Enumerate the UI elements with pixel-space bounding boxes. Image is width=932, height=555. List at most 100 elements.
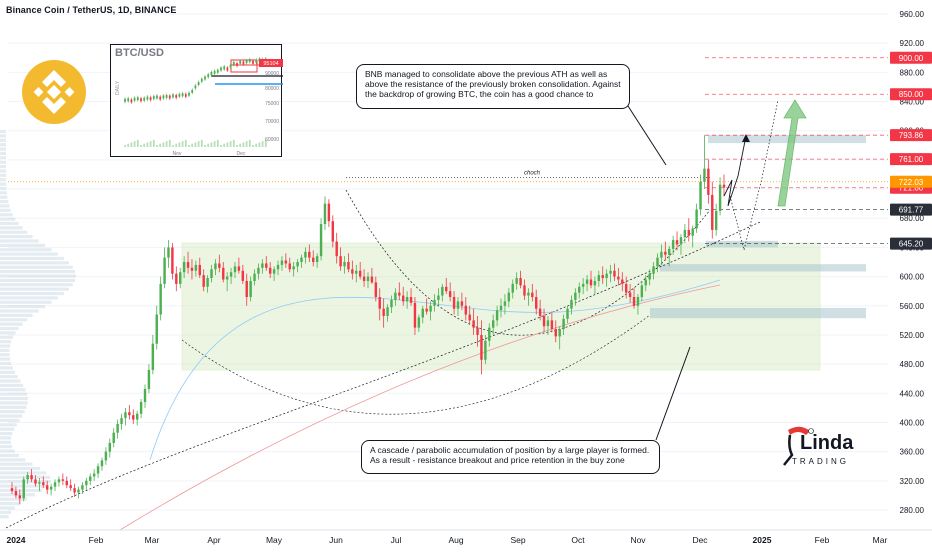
profile-bar [0, 270, 76, 274]
profile-bar [0, 208, 11, 212]
y-tick-label: 960.00 [900, 10, 925, 19]
profile-bar [0, 235, 33, 239]
inset-candle-body [207, 74, 210, 78]
candle-body [398, 292, 401, 296]
inset-candle-body [156, 95, 158, 99]
candle-body [139, 402, 143, 414]
profile-bar [0, 164, 7, 169]
profile-bar [0, 405, 27, 409]
candle-body [245, 280, 248, 298]
candle-body [703, 168, 706, 182]
zone-demand-zone-1 [660, 264, 866, 272]
inset-ytick: 60000 [265, 137, 279, 143]
inset-volume-bar [146, 142, 149, 147]
projection [723, 99, 807, 251]
zone-demand-zone-2 [650, 307, 866, 319]
profile-bar [0, 458, 26, 462]
candle-body [671, 240, 675, 249]
candle-body [421, 308, 424, 318]
profile-bar [0, 423, 17, 427]
candle-body [104, 451, 108, 461]
inset-price-tag: 95104 [263, 61, 278, 67]
candle-body [441, 286, 444, 296]
candle-body [679, 237, 683, 245]
profile-bar [0, 265, 73, 269]
y-tick-label: 480.00 [900, 360, 925, 369]
inset-volume-bar [197, 141, 200, 147]
candle-body [128, 412, 131, 416]
target-arrow [777, 99, 807, 207]
inset-volume-bar [162, 142, 165, 147]
candle-body [308, 251, 311, 258]
candle-body [272, 269, 276, 274]
y-tick-label: 360.00 [900, 448, 925, 457]
projection-arrowhead [742, 134, 750, 142]
profile-bar [0, 182, 7, 186]
x-tick-label: Sep [510, 535, 525, 545]
x-tick-label: Jun [329, 535, 343, 545]
candle-body [523, 285, 526, 296]
profile-bar [0, 331, 16, 335]
candle-body [468, 314, 471, 321]
profile-bar [0, 129, 7, 134]
inset-ytick: 80000 [265, 86, 279, 92]
profile-bar [0, 156, 7, 160]
candle-body [538, 308, 542, 316]
ma-line-slow [119, 284, 721, 531]
linda-trading-logo: Linda TRADING [778, 425, 868, 470]
candle-body [358, 270, 362, 277]
candle-body [155, 314, 158, 344]
profile-bar [0, 230, 28, 234]
parabolic-curve [5, 221, 761, 529]
candle-body [49, 486, 53, 490]
candle-body [100, 460, 104, 467]
candle-body [265, 263, 268, 268]
inset-volume-bar [130, 142, 133, 147]
profile-bar [0, 370, 16, 374]
projection-path [723, 135, 747, 207]
price-tag-bg [890, 88, 932, 101]
zone-supply-zone [708, 135, 866, 144]
profile-bar [0, 134, 7, 138]
candle-body [163, 257, 166, 284]
binance-mark [33, 70, 75, 114]
candle-body [531, 292, 534, 298]
inset-candle-body [127, 98, 130, 102]
inset-ytick: 75000 [265, 101, 279, 107]
candle-body [167, 247, 170, 258]
candle-body [488, 327, 491, 341]
inset-side-label: DAILY [115, 80, 121, 95]
inset-volume-bar [184, 139, 187, 147]
inset-candle-body [136, 97, 139, 101]
inset-volume-bar [149, 141, 152, 147]
candle-body [190, 267, 194, 271]
candle-body [218, 263, 221, 268]
profile-bar [0, 296, 58, 300]
candle-body [214, 263, 217, 270]
candle-body [476, 327, 479, 335]
candle-body [507, 292, 511, 302]
profile-bar [0, 278, 76, 282]
price-tag: 645.20 [899, 240, 924, 249]
profile-bar [0, 221, 19, 226]
inset-candle-body [229, 64, 232, 68]
candle-body [257, 267, 260, 274]
profile-bar [0, 344, 11, 348]
inset-candle-body [162, 95, 165, 99]
y-tick-label: 840.00 [900, 98, 925, 107]
candle-body [386, 307, 389, 316]
candle-body [26, 474, 29, 480]
profile-bar [0, 287, 69, 291]
candle-body [460, 301, 464, 306]
candle-body [593, 280, 597, 286]
candle-body [405, 297, 409, 302]
volume-profile [0, 129, 76, 519]
candle-body [503, 301, 507, 306]
profile-bar [0, 375, 18, 379]
inset-volume-bar [252, 145, 254, 147]
inset-candle-body [191, 89, 194, 93]
inset-volume-bar [159, 143, 162, 147]
inset-candle-body [152, 96, 155, 100]
